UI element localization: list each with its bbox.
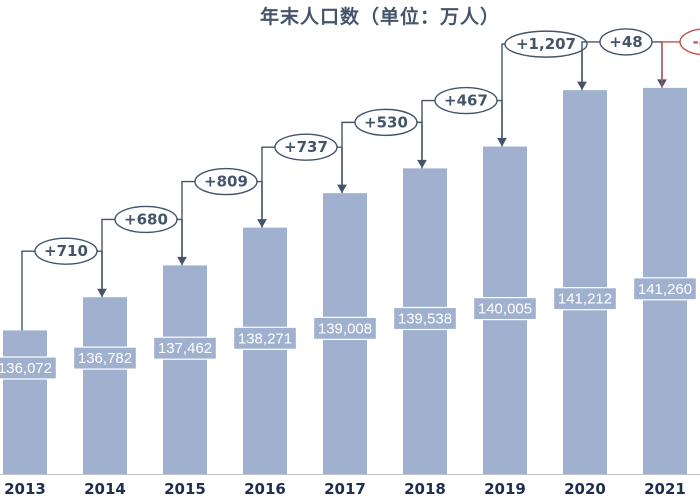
change-bubble-2021: [599, 28, 653, 56]
change-annotation-2021: +48: [581, 28, 667, 91]
value-label-box-2021: [632, 277, 697, 301]
change-label-2016: +809: [204, 173, 248, 191]
change-label-2019: +467: [444, 92, 488, 110]
change-bubble-2019: [434, 86, 498, 115]
change-annotation-2017: +737: [261, 133, 347, 228]
change-label-2015: +680: [124, 210, 168, 228]
value-label-2021: 141,260: [638, 281, 692, 298]
value-label-2017: 139,008: [318, 320, 372, 337]
x-tick-2014: 2014: [84, 480, 126, 498]
value-label-2013: 136,072: [0, 360, 52, 377]
x-tick-2019: 2019: [484, 480, 526, 498]
change-annotation-2019: +467: [421, 86, 507, 169]
bar-2014: [83, 297, 127, 474]
value-label-box-2019: [473, 297, 538, 321]
value-label-box-2015: [153, 336, 218, 360]
value-label-2020: 141,212: [558, 291, 612, 308]
change-label-2014: +710: [44, 242, 88, 260]
x-tick-2020: 2020: [564, 480, 606, 498]
x-tick-2015: 2015: [164, 480, 206, 498]
bar-2020: [563, 90, 607, 474]
value-label-box-2014: [72, 346, 137, 370]
bar-2013: [3, 330, 47, 474]
bar-2015: [163, 265, 207, 474]
chart-title: 年末人口数（单位：万人）: [259, 6, 500, 28]
value-label-box-2018: [393, 306, 458, 331]
value-label-2018: 139,538: [398, 311, 452, 328]
change-bubble-2022: [679, 28, 700, 56]
value-label-2014: 136,782: [78, 350, 132, 367]
change-annotation-2014: +710: [21, 237, 107, 331]
change-annotation-2022: -85: [661, 28, 700, 88]
x-tick-2021: 2021: [644, 480, 686, 498]
change-connector-2022: [661, 41, 700, 88]
change-bubble-2014: [34, 237, 98, 265]
value-label-2019: 140,005: [478, 301, 532, 318]
change-annotation-2020: +1,207: [501, 30, 588, 147]
change-label-2018: +530: [364, 113, 408, 131]
x-tick-2013: 2013: [4, 480, 46, 498]
value-label-2016: 138,271: [238, 330, 292, 347]
value-label-2015: 137,462: [158, 340, 212, 357]
x-tick-2017: 2017: [324, 480, 366, 498]
change-annotation-2015: +680: [101, 205, 187, 298]
change-bubble-2018: [354, 108, 418, 137]
change-label-2017: +737: [284, 138, 328, 156]
change-bubble-2015: [114, 205, 178, 234]
value-label-box-2017: [313, 316, 378, 340]
change-bubble-2016: [194, 167, 258, 196]
value-label-box-2016: [233, 326, 298, 350]
change-label-2021: +48: [609, 33, 642, 51]
change-bubble-2020: [504, 30, 588, 58]
change-label-2020: +1,207: [516, 35, 576, 53]
x-tick-2018: 2018: [404, 480, 446, 498]
x-tick-2016: 2016: [244, 480, 286, 498]
change-label-2022: -85: [692, 33, 700, 51]
value-label-box-2020: [552, 287, 617, 311]
change-annotation-2018: +530: [341, 108, 427, 194]
bar-2016: [243, 227, 287, 474]
change-bubble-2017: [274, 133, 338, 161]
value-label-box-2013: [0, 356, 57, 380]
